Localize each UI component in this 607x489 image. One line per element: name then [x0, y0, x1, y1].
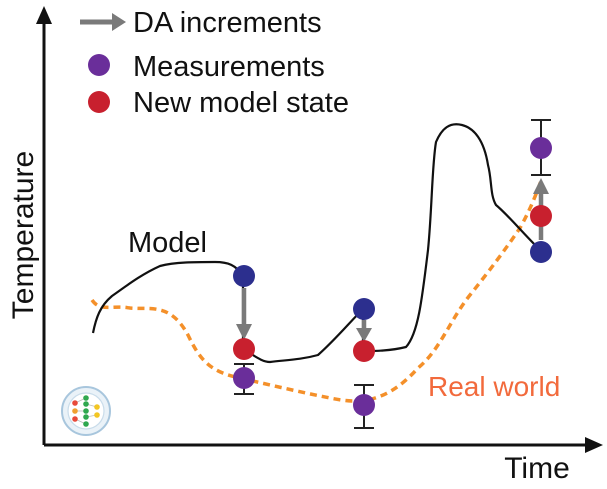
legend-measurement-dot: [88, 54, 110, 76]
x-axis-arrowhead: [585, 437, 603, 453]
measurement-point-3: [530, 137, 552, 159]
y-axis-arrowhead: [36, 6, 52, 24]
legend-increments-label: DA increments: [133, 7, 322, 39]
real-world-curve: [90, 177, 544, 403]
forecast-point-1: [233, 265, 255, 287]
legend-new-state-dot: [88, 91, 110, 113]
new-state-point-2: [353, 340, 375, 362]
increment-arrowhead-2: [356, 328, 372, 342]
measurement-point-1: [233, 367, 255, 389]
legend-new-state-label: New model state: [133, 87, 349, 119]
forecast-point-2: [353, 298, 375, 320]
new-state-point-1: [233, 338, 255, 360]
neural-network-logo-icon: [61, 386, 111, 436]
increment-arrowhead-1: [236, 324, 252, 340]
assimilation-step-1: [233, 265, 255, 395]
y-axis-label: Temperature: [7, 151, 40, 319]
model-label: Model: [128, 227, 207, 259]
assimilation-step-2: [353, 298, 375, 429]
assimilation-step-3: [530, 119, 552, 263]
forecast-point-3: [530, 241, 552, 263]
increment-arrowhead-3: [533, 178, 549, 194]
measurement-point-2: [353, 394, 375, 416]
legend: DA increments Measurements New model sta…: [80, 7, 349, 119]
real-world-label: Real world: [428, 371, 560, 402]
legend-measurements-label: Measurements: [133, 51, 325, 83]
new-state-point-3: [530, 205, 552, 227]
x-axis-label: Time: [504, 452, 570, 485]
legend-increment-arrowhead: [112, 13, 126, 31]
